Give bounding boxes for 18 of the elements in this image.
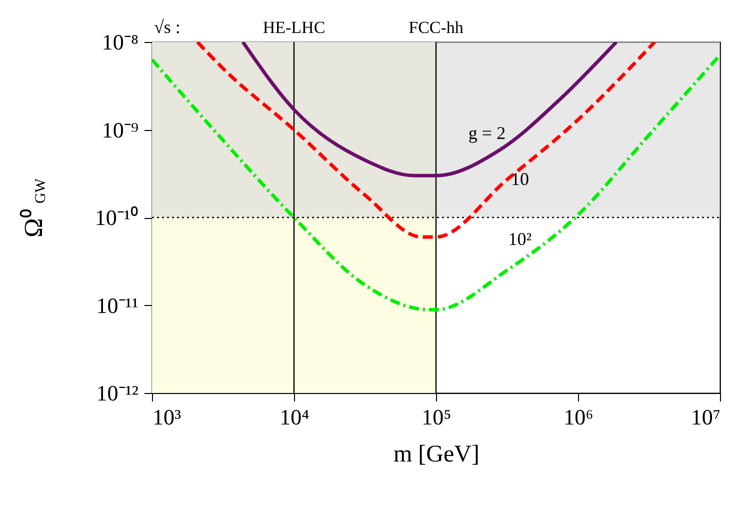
y-tick-label: 10⁻¹² xyxy=(96,380,139,406)
x-tick-label: 10³ xyxy=(152,404,182,430)
y-tick-label: 10⁻⁹ xyxy=(102,117,139,142)
x-tick-label: 10⁵ xyxy=(422,404,452,430)
ref-line-label: FCC-hh xyxy=(408,18,464,37)
text: √s : xyxy=(154,17,180,37)
y-axis-title: Ω⁰GW xyxy=(19,178,49,238)
y-tick-label: 10⁻¹¹ xyxy=(96,292,138,318)
y-tick-label: 10⁻⁸ xyxy=(102,30,138,54)
annotation: 10 xyxy=(511,169,529,189)
x-tick-label: 10⁷ xyxy=(690,404,720,430)
x-tick-label: 10⁶ xyxy=(564,404,594,430)
ref-line-label: HE-LHC xyxy=(262,18,326,37)
annotation: 10² xyxy=(508,229,532,249)
y-tick-label: 10⁻¹⁰ xyxy=(94,205,138,230)
x-tick-label: 10⁴ xyxy=(280,404,310,430)
annotation: g = 2 xyxy=(468,123,506,143)
x-axis-title: m [GeV] xyxy=(394,442,480,468)
